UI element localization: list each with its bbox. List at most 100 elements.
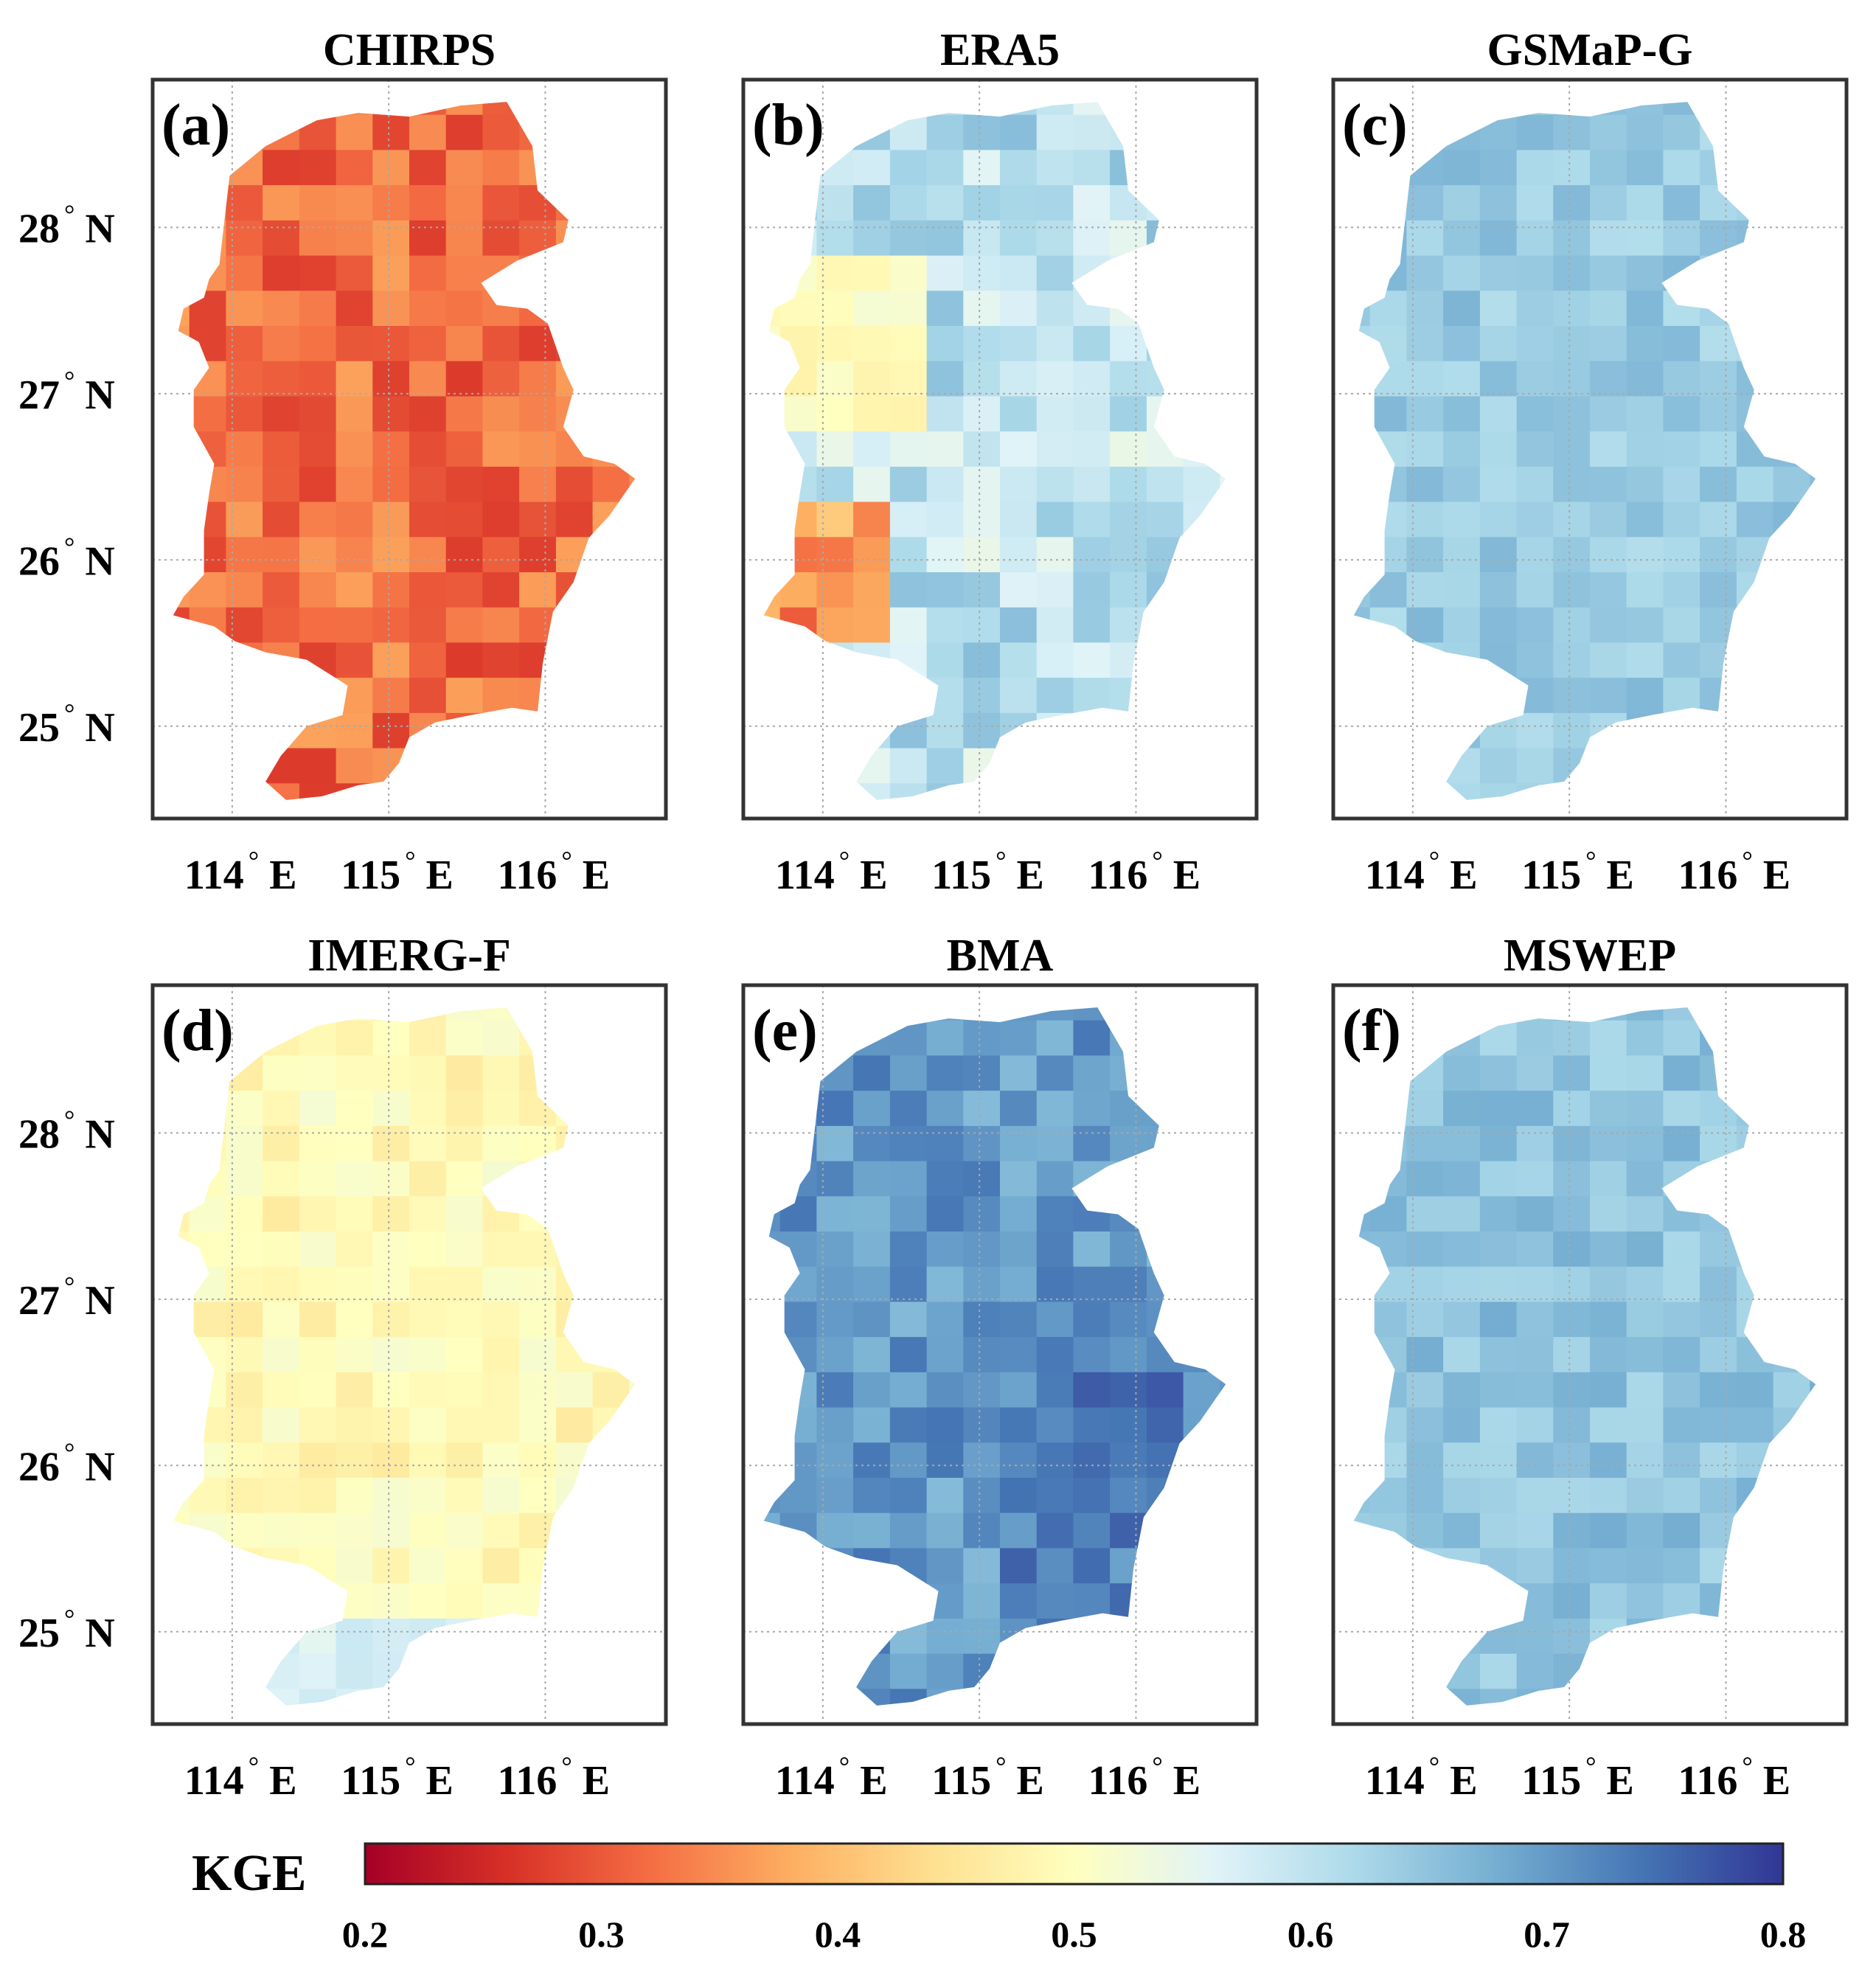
kge-cell bbox=[1736, 291, 1774, 327]
kge-cell bbox=[1590, 1548, 1627, 1584]
kge-cell bbox=[763, 1689, 781, 1706]
kge-cell bbox=[629, 1442, 636, 1479]
kge-cell bbox=[1369, 678, 1407, 714]
kge-cell bbox=[1479, 1653, 1518, 1689]
kge-cell bbox=[189, 1442, 226, 1479]
kge-cell bbox=[1369, 1161, 1407, 1197]
kge-cell bbox=[889, 678, 928, 714]
kge-cell bbox=[629, 1007, 636, 1021]
kge-cell bbox=[1073, 220, 1111, 257]
kge-cell bbox=[1146, 501, 1184, 538]
kge-cell bbox=[963, 396, 1001, 432]
kge-cell bbox=[889, 150, 928, 186]
kge-cell bbox=[1626, 1020, 1664, 1056]
kge-cell bbox=[299, 1548, 337, 1584]
kge-cell bbox=[1626, 114, 1664, 150]
kge-cell bbox=[1406, 466, 1444, 503]
kge-cell bbox=[1553, 1125, 1591, 1162]
kge-cell bbox=[555, 572, 594, 608]
kge-cell bbox=[519, 678, 557, 714]
kge-cell bbox=[519, 1055, 557, 1091]
kge-cell bbox=[853, 607, 891, 643]
kge-cell bbox=[1773, 114, 1810, 150]
lon-tick-label: 116 ° E bbox=[1678, 1751, 1790, 1804]
kge-cell bbox=[1479, 431, 1518, 468]
kge-cell bbox=[853, 185, 891, 221]
kge-cell bbox=[445, 361, 483, 397]
kge-cell bbox=[263, 1653, 300, 1689]
kge-cell bbox=[555, 1337, 594, 1373]
kge-cell bbox=[263, 1337, 300, 1373]
kge-cell bbox=[263, 1091, 300, 1127]
kge-cell bbox=[1000, 220, 1038, 257]
kge-cell bbox=[1736, 1161, 1774, 1197]
kge-cell bbox=[519, 1007, 557, 1021]
kge-cell bbox=[763, 255, 781, 291]
kge-cell bbox=[1369, 185, 1407, 221]
kge-cell bbox=[1553, 1653, 1591, 1689]
kge-cell bbox=[1443, 466, 1481, 503]
kge-cell bbox=[1110, 783, 1147, 800]
kge-cell bbox=[1110, 1478, 1147, 1514]
kge-cell bbox=[1110, 1302, 1147, 1338]
graticule bbox=[743, 985, 1257, 1724]
kge-cell bbox=[263, 1512, 300, 1549]
kge-cell bbox=[853, 361, 891, 397]
kge-cell bbox=[372, 1266, 410, 1302]
lon-tick-label: 114 ° E bbox=[184, 1751, 297, 1804]
kge-cell bbox=[1810, 396, 1816, 432]
kge-cell bbox=[1516, 642, 1554, 678]
kge-cell bbox=[336, 1618, 373, 1655]
kge-cell bbox=[1146, 220, 1184, 257]
kge-cell bbox=[1810, 1407, 1816, 1443]
kge-cell bbox=[1590, 1020, 1627, 1056]
kge-cell bbox=[519, 114, 557, 150]
kge-cell bbox=[1773, 1583, 1810, 1619]
kge-cell bbox=[1146, 150, 1184, 186]
kge-cell bbox=[1000, 1407, 1038, 1443]
kge-cell bbox=[1183, 1125, 1220, 1162]
kge-cell bbox=[555, 1196, 594, 1232]
kge-cell bbox=[1183, 1007, 1220, 1021]
kge-cell bbox=[299, 114, 337, 150]
kge-cell bbox=[1073, 1125, 1111, 1162]
kge-cell bbox=[409, 642, 447, 678]
kge-cell bbox=[1220, 150, 1226, 186]
kge-cell bbox=[1736, 1653, 1774, 1689]
kge-cell bbox=[1183, 1337, 1220, 1373]
kge-cell bbox=[226, 1161, 263, 1197]
kge-cell bbox=[555, 1055, 594, 1091]
kge-cell bbox=[1810, 1583, 1816, 1619]
kge-cell bbox=[299, 1442, 337, 1479]
kge-cell bbox=[763, 185, 781, 221]
kge-cell bbox=[1626, 1372, 1664, 1408]
kge-cell bbox=[1736, 748, 1774, 784]
kge-cell bbox=[1516, 114, 1554, 150]
kge-cell bbox=[926, 1266, 964, 1302]
kge-cell bbox=[1220, 1512, 1226, 1549]
kge-cell bbox=[445, 1548, 483, 1584]
kge-cell bbox=[1700, 1302, 1737, 1338]
kge-cell bbox=[926, 431, 964, 468]
kge-cell bbox=[963, 1583, 1001, 1619]
kge-cell bbox=[1663, 501, 1700, 538]
kge-cell bbox=[592, 572, 630, 608]
kge-cell bbox=[263, 431, 300, 468]
kge-cell bbox=[592, 1407, 630, 1443]
kge-cell bbox=[889, 291, 928, 327]
kge-cell bbox=[1369, 1407, 1407, 1443]
kge-cell bbox=[926, 1689, 964, 1706]
kge-cell bbox=[926, 1007, 964, 1021]
kge-cell bbox=[226, 1231, 263, 1268]
kge-cell bbox=[889, 431, 928, 468]
kge-cell bbox=[1036, 1583, 1074, 1619]
kge-cell bbox=[1000, 1337, 1038, 1373]
kge-cell bbox=[189, 1548, 226, 1584]
kge-cell bbox=[1663, 1007, 1700, 1021]
kge-cell bbox=[926, 678, 964, 714]
kge-cell bbox=[1073, 1302, 1111, 1338]
kge-cell bbox=[1553, 1020, 1591, 1056]
kge-cell bbox=[409, 1548, 447, 1584]
kge-cell bbox=[1183, 220, 1220, 257]
